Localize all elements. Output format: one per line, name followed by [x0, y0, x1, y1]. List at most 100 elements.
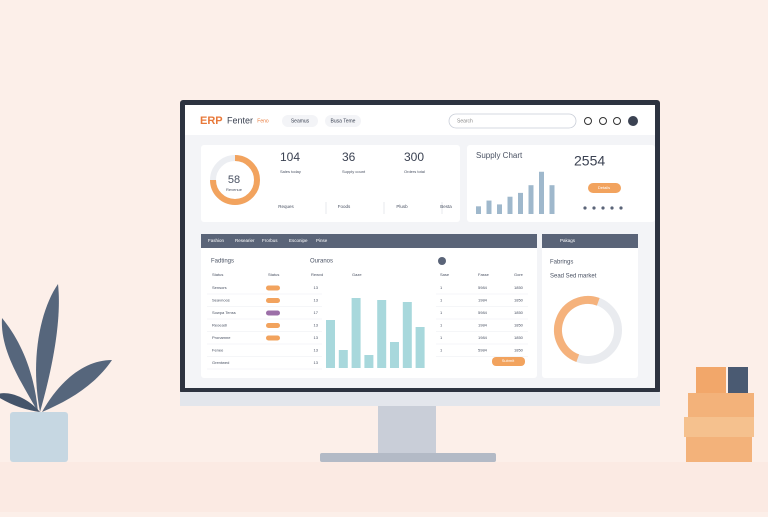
tab[interactable]: Frorbus	[262, 238, 278, 243]
kpi-label: Orders total	[404, 169, 425, 174]
kpi-label: Sales today	[280, 169, 301, 174]
row-value: 13	[314, 298, 319, 303]
bar	[507, 196, 513, 214]
status-pill	[266, 298, 280, 303]
side-header: Pakags	[560, 238, 576, 243]
pager-dot	[583, 206, 587, 210]
column-header: Gore	[514, 272, 524, 277]
logo-prefix: ERP	[200, 115, 223, 127]
pager-dot	[601, 206, 605, 210]
chart-title: Ouranos	[310, 259, 333, 265]
nav-item[interactable]: Busa Teme	[331, 118, 356, 124]
kpi-value: 36	[342, 150, 356, 164]
bar	[497, 204, 502, 214]
summary-footer: Foods	[338, 204, 351, 209]
row-value: 13	[314, 323, 319, 328]
side-subtitle: Sead Sed market	[550, 274, 597, 280]
status-pill	[266, 310, 280, 316]
details-button[interactable]: Details	[598, 185, 610, 190]
row-value: 13	[314, 285, 319, 290]
row-name: Seavnoos	[212, 298, 230, 303]
summary-footer: Plusb	[396, 204, 408, 209]
floor	[0, 462, 768, 512]
gauge-value: 58	[228, 174, 240, 186]
bar	[364, 355, 374, 368]
bar	[326, 320, 335, 368]
pager-dot	[610, 206, 614, 210]
cell: 1850	[514, 335, 524, 340]
status-pill	[266, 323, 280, 328]
bar	[415, 327, 425, 368]
cell: 1984	[478, 323, 488, 328]
cell: 1	[440, 348, 443, 353]
cell: 5984	[478, 348, 488, 353]
row-name: Sensors	[212, 285, 227, 290]
bar	[390, 342, 399, 368]
side-title: Fabrings	[550, 260, 573, 266]
status-pill	[266, 335, 280, 341]
books	[684, 367, 754, 462]
row-name: Pronamne	[212, 335, 231, 340]
row-value: 13	[314, 360, 319, 365]
bar	[351, 298, 361, 368]
search[interactable]: Search	[457, 118, 473, 124]
submit-button[interactable]: Submit	[502, 358, 515, 363]
row-value: 17	[314, 310, 319, 315]
tab[interactable]: Researier	[235, 238, 255, 243]
column-header: Sase	[440, 272, 450, 277]
row-value: 13	[314, 348, 319, 353]
logo-name: Fenter	[227, 115, 253, 125]
row-name: Reoeadi	[212, 323, 227, 328]
bar	[476, 206, 481, 214]
summary-footer: Reques	[278, 204, 294, 209]
kpi-value: 104	[280, 150, 300, 164]
bar	[486, 200, 492, 214]
bar	[338, 350, 348, 368]
cell: 1850	[514, 348, 524, 353]
pager-dot	[619, 206, 623, 210]
bar	[402, 302, 412, 368]
cell: 1	[440, 298, 443, 303]
cell: 5984	[478, 310, 488, 315]
column-header: Rewvd	[311, 272, 323, 277]
tab[interactable]: Pinse	[316, 238, 328, 243]
plant	[0, 284, 112, 462]
row-name: Sowpa Tenss	[212, 310, 236, 315]
column-header: Fasse	[478, 272, 490, 277]
kpi-label: Supply count	[342, 169, 366, 174]
cell: 1	[440, 335, 443, 340]
cell: 5984	[478, 285, 488, 290]
bar	[549, 185, 555, 214]
bar	[377, 300, 387, 368]
column-header: Status	[212, 272, 223, 277]
row-value: 13	[314, 335, 319, 340]
bar	[528, 185, 534, 214]
column-header: Status	[268, 272, 279, 277]
supply-title: Supply Chart	[476, 151, 523, 160]
tab[interactable]: Esconipe	[289, 238, 308, 243]
pager-dot	[592, 206, 596, 210]
kpi-value: 300	[404, 150, 424, 164]
status-pill	[266, 285, 280, 291]
cell: 1984	[478, 335, 488, 340]
nav-pill[interactable]	[325, 115, 361, 127]
row-name: Grentwed	[212, 360, 229, 365]
cell: 1	[440, 285, 443, 290]
bar	[518, 192, 523, 214]
cell: 1984	[478, 298, 488, 303]
summary-footer: Besta	[440, 204, 452, 209]
nav-item[interactable]: Feno	[257, 118, 269, 124]
cell: 1850	[514, 310, 524, 315]
cell: 1850	[514, 285, 524, 290]
row-name: Fenee	[212, 348, 224, 353]
cell: 1	[440, 323, 443, 328]
panel-title: Fadtings	[211, 259, 234, 265]
column-header: Gaze	[352, 272, 362, 277]
bar	[539, 171, 544, 214]
gauge-label: Revenue	[226, 187, 243, 192]
nav-pill[interactable]	[282, 115, 318, 127]
nav-item[interactable]: Seamus	[291, 118, 310, 124]
cell: 1	[440, 310, 443, 315]
tab[interactable]: Fashion	[208, 238, 225, 243]
